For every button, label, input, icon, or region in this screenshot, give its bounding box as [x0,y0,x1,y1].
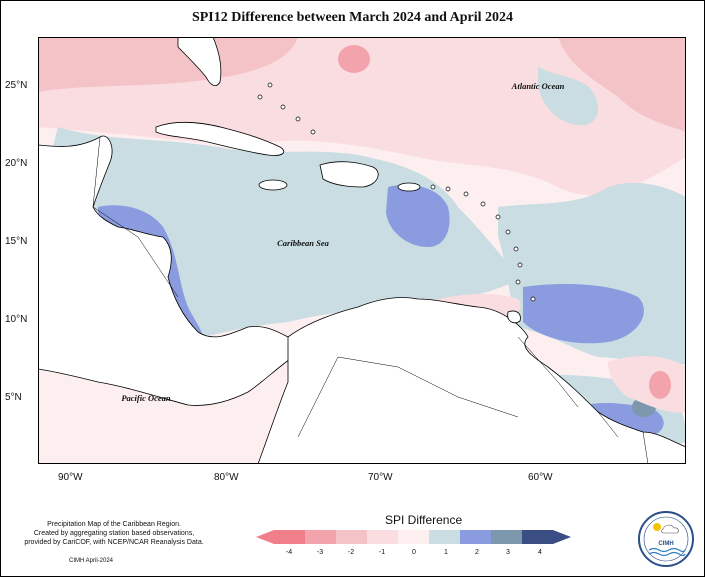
label-caribbean-sea: Caribbean Sea [277,238,329,248]
land-puerto-rico [397,182,421,192]
legend-swatch-neg2 [336,530,367,544]
land-florida [177,37,222,86]
credits-line-2: Created by aggregating station based obs… [33,530,195,537]
cimh-logo: CIMH [637,510,695,573]
legend-swatch-pos2 [460,530,491,544]
spi-negative-spot-guyana [608,355,686,413]
map-panel: Atlantic Ocean Caribbean Sea Pacific Oce… [38,37,686,464]
legend-swatch-pos1 [429,530,460,544]
legend-swatch-neg4 [274,530,305,544]
logo-inner-ring [643,516,689,562]
spi-negative-band-northwest [38,37,298,92]
land-central-america [38,135,294,406]
legend-tick-neg2: -2 [348,549,354,556]
wave-icon-2 [648,551,686,557]
logo-text: CIMH [658,541,673,547]
legend-tick-pos3: 3 [506,549,510,556]
spi-positive2-central [386,184,450,247]
country-borders [92,136,649,464]
lat-label-5n: 5°N [5,392,22,403]
legend-tick-zero: 0 [412,549,416,556]
credits-block: Precipitation Map of the Caribbean Regio… [14,520,214,547]
lat-label-10n: 10°N [5,314,28,325]
legend-tick-pos4: 4 [538,549,542,556]
legend-colorbar: -4 -3 -2 -1 0 1 2 3 4 [256,530,572,563]
spi-map: Atlantic Ocean Caribbean Sea Pacific Oce… [38,37,686,464]
label-atlantic-ocean: Atlantic Ocean [511,81,565,91]
land-masses [38,37,686,464]
land-jamaica [258,179,288,191]
legend-tick-neg1: -1 [379,549,385,556]
spi-negative2-spot-guyana [649,371,671,399]
legend-swatch-pos3 [491,530,522,544]
lon-label-70w: 70°W [368,472,393,483]
map-title: SPI12 Difference between March 2024 and … [191,10,514,25]
legend-arrow-right [553,530,571,544]
spi-positive2-east [523,284,644,344]
sun-icon [653,523,661,531]
land-hispaniola [319,161,379,188]
map-border [38,37,686,464]
lesser-antilles [257,82,536,302]
legend-svg: -4 -3 -2 -1 0 1 2 3 4 [256,530,571,556]
credits-line-3: provided by CariCOF, with NCEP/NCAR Rean… [24,539,204,546]
lat-label-20n: 20°N [5,158,28,169]
legend-title: SPI Difference [385,513,463,527]
spi-negative-band-northeast [558,37,686,132]
legend-swatch-neg3 [305,530,336,544]
lon-label-90w: 90°W [58,472,83,483]
logo-ring [638,511,694,567]
wave-icon [648,547,686,553]
cimh-logo-svg: CIMH [638,511,694,567]
lon-label-60w: 60°W [528,472,553,483]
cloud-icon [661,524,679,534]
legend-tick-pos2: 2 [475,549,479,556]
lat-label-25n: 25°N [5,80,28,91]
legend-swatch-neg1 [367,530,398,544]
lon-label-80w: 80°W [214,472,239,483]
spi-negative-spot-bahamas [338,45,370,73]
credits-line-1: Precipitation Map of the Caribbean Regio… [47,521,181,528]
lat-label-15n: 15°N [5,236,28,247]
legend-tick-neg3: -3 [317,549,323,556]
spi-positive-atlantic-spot [538,67,598,126]
label-pacific-ocean: Pacific Ocean [121,393,171,403]
land-trinidad [507,310,521,324]
credits-stamp: CIMH April-2024 [69,558,114,564]
legend-arrow-left [256,530,274,544]
legend-tick-pos1: 1 [444,549,448,556]
legend-tick-neg4: -4 [286,549,292,556]
legend-swatch-pos4 [522,530,553,544]
land-cuba [155,121,285,156]
legend-swatch-zero-neg [398,530,429,544]
